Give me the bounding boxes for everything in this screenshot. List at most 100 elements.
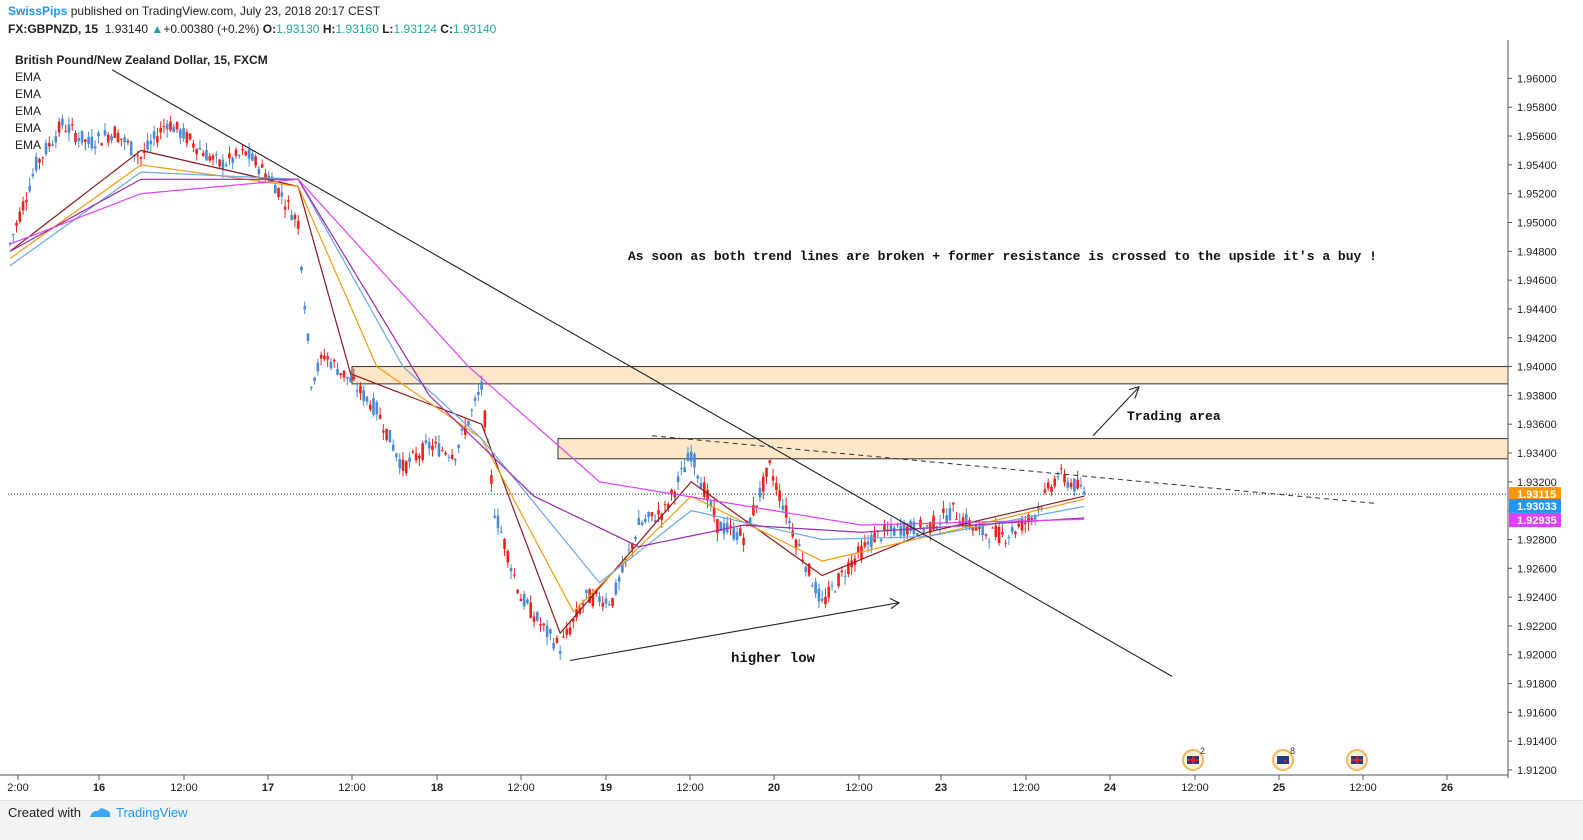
y-tick-label: 1.95200 xyxy=(1517,189,1557,201)
candle-body xyxy=(706,489,709,501)
x-tick-label: 23 xyxy=(935,782,947,794)
candle-body xyxy=(991,527,994,529)
price-label-box xyxy=(1509,498,1561,513)
candle-body xyxy=(1046,482,1050,489)
candle-body xyxy=(398,459,402,469)
candle-body xyxy=(562,636,565,638)
candle-body xyxy=(761,476,765,492)
candle-body xyxy=(1063,474,1066,483)
y-tick-label: 1.95600 xyxy=(1517,131,1557,143)
candle-body xyxy=(529,602,533,618)
resistance-zone xyxy=(351,366,1509,385)
candle-body xyxy=(866,541,870,545)
candle-body xyxy=(404,461,408,474)
candle-body xyxy=(149,140,153,145)
event-marker[interactable] xyxy=(1346,749,1368,771)
candle-body xyxy=(362,390,365,402)
candle-body xyxy=(90,136,94,149)
drawings xyxy=(8,69,1508,677)
candle-body xyxy=(457,444,460,448)
x-tick-label: 2:00 xyxy=(7,782,28,794)
candle-body xyxy=(968,520,971,528)
candle-body xyxy=(535,612,539,621)
candle-body xyxy=(732,528,736,540)
symbol-label: FX:GBPNZD, 15 xyxy=(8,22,99,36)
candle-body xyxy=(729,525,732,527)
candle-body xyxy=(470,409,474,411)
last-price: 1.93140 xyxy=(104,22,149,36)
footer xyxy=(0,800,1583,840)
candle-body xyxy=(1043,489,1047,493)
candle-body xyxy=(601,602,605,607)
price-label-value: 1.93033 xyxy=(1517,501,1557,513)
candle-body xyxy=(1069,482,1073,488)
x-tick-label: 12:00 xyxy=(507,782,535,794)
event-marker[interactable]: 8 xyxy=(1272,746,1295,771)
candle-body xyxy=(1001,532,1004,535)
candle-body xyxy=(280,192,284,197)
candle-body xyxy=(591,592,595,607)
x-tick-label: 12:00 xyxy=(338,782,366,794)
candle-body xyxy=(218,159,221,167)
candle-body xyxy=(1056,476,1060,478)
candle-body xyxy=(634,537,637,540)
candle-body xyxy=(441,449,444,451)
candle-body xyxy=(106,134,110,143)
candle-body xyxy=(116,132,120,143)
candle-body xyxy=(198,147,202,150)
candle-body xyxy=(509,567,513,572)
price-chart[interactable]: 1.96000 1.95800 1.95600 1.95400 1.95200 1.950… xyxy=(0,40,1583,800)
candle-body xyxy=(676,476,680,483)
x-tick-label: 12:00 xyxy=(1349,782,1377,794)
candle-body xyxy=(951,502,955,505)
candle-body xyxy=(1023,523,1027,525)
candle-body xyxy=(945,515,948,524)
candle-body xyxy=(670,489,673,495)
candle-body xyxy=(277,188,280,197)
candle-body xyxy=(1033,515,1037,520)
up-arrow-icon: ▲ xyxy=(151,22,164,36)
chart-area[interactable]: 1.96000 1.95800 1.95600 1.95400 1.95200 1.950… xyxy=(0,40,1583,800)
candle-body xyxy=(974,525,978,531)
candle-body xyxy=(296,220,300,229)
chart-header: SwissPips published on TradingView.com, … xyxy=(0,0,1583,40)
candle-body xyxy=(742,537,745,546)
candle-body xyxy=(791,530,795,537)
arrow-head-icon xyxy=(889,598,901,610)
candle-body xyxy=(879,539,883,542)
tradingview-logo-icon[interactable] xyxy=(88,805,112,821)
candles xyxy=(8,114,1086,660)
candle-body xyxy=(617,577,621,582)
ema-legend-item: EMA xyxy=(15,87,41,101)
y-tick-label: 1.94400 xyxy=(1517,304,1557,316)
candle-body xyxy=(221,159,225,170)
event-marker[interactable]: 2 xyxy=(1182,746,1205,771)
candle-body xyxy=(565,628,569,635)
candle-body xyxy=(768,460,772,464)
tradingview-link[interactable]: TradingView xyxy=(116,805,188,820)
plot-background xyxy=(8,40,1508,775)
candle-body xyxy=(725,522,729,532)
y-tick-label: 1.93600 xyxy=(1517,419,1557,431)
change-value: +0.00380 (+0.2%) xyxy=(163,22,260,36)
candle-body xyxy=(185,132,189,144)
candle-body xyxy=(365,396,369,402)
candle-body xyxy=(1027,514,1030,523)
candle-body xyxy=(215,154,218,156)
author-link[interactable]: SwissPips xyxy=(8,4,68,18)
candle-body xyxy=(437,443,441,457)
candle-body xyxy=(1004,542,1007,544)
candle-body xyxy=(575,608,578,618)
candle-body xyxy=(408,457,411,462)
candle-body xyxy=(807,563,811,576)
y-tick-label: 1.92600 xyxy=(1517,563,1557,575)
candle-body xyxy=(640,522,644,525)
candle-body xyxy=(303,305,307,310)
candle-body xyxy=(467,420,470,425)
candle-body xyxy=(31,173,35,177)
y-tick-label: 1.92800 xyxy=(1517,534,1557,546)
candle-body xyxy=(57,121,61,133)
candle-body xyxy=(172,126,176,133)
candle-body xyxy=(152,131,156,139)
candle-body xyxy=(1066,482,1070,488)
